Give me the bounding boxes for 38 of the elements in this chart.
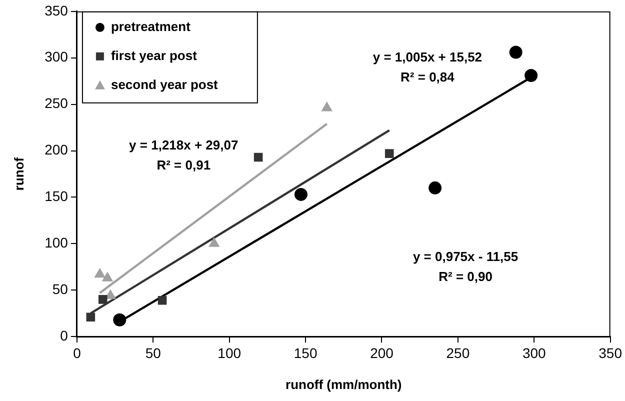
point bbox=[524, 69, 538, 82]
x-tick-label: 50 bbox=[145, 344, 162, 361]
legend-label: first year post bbox=[110, 48, 198, 63]
point bbox=[98, 295, 108, 304]
y-tick-label: 250 bbox=[44, 95, 68, 112]
x-tick-label: 350 bbox=[598, 344, 622, 361]
x-tick-label: 300 bbox=[522, 344, 546, 361]
point bbox=[509, 46, 522, 59]
point bbox=[158, 296, 167, 305]
point bbox=[208, 238, 220, 247]
x-tick-label: 250 bbox=[446, 344, 470, 361]
annotation: y = 0,975x - 11,55 R² = 0,90 bbox=[412, 249, 518, 284]
y-tick-label: 100 bbox=[44, 234, 68, 251]
point bbox=[102, 272, 113, 282]
x-tick-label: 200 bbox=[370, 344, 394, 361]
point bbox=[428, 181, 442, 194]
y-tick-label: 0 bbox=[60, 327, 68, 344]
point bbox=[384, 149, 394, 158]
y-tick-label: 200 bbox=[44, 142, 68, 158]
y-tick-label: 50 bbox=[52, 281, 68, 297]
point bbox=[254, 152, 263, 162]
point bbox=[113, 313, 126, 326]
point bbox=[94, 268, 106, 278]
point bbox=[86, 312, 96, 322]
x-axis-title: runoff (mm/month) bbox=[286, 376, 402, 392]
y-tick-label: 150 bbox=[44, 188, 68, 204]
annotation: y = 1,218x + 29,07 R² = 0,91 bbox=[129, 138, 238, 173]
y-tick-label: 350 bbox=[44, 2, 68, 18]
legend-label: second year post bbox=[110, 76, 219, 92]
y-tick-label: 300 bbox=[44, 48, 68, 65]
legend-label: pretreatment bbox=[110, 18, 192, 34]
point bbox=[294, 188, 308, 201]
x-tick-label: 150 bbox=[294, 344, 318, 361]
x-tick-label: 100 bbox=[218, 344, 242, 361]
annotation: y = 1,005x + 15,52 R² = 0,84 bbox=[372, 49, 482, 84]
y-axis-title: runof bbox=[11, 156, 26, 191]
point bbox=[322, 102, 332, 112]
x-tick-label: 0 bbox=[73, 344, 82, 361]
